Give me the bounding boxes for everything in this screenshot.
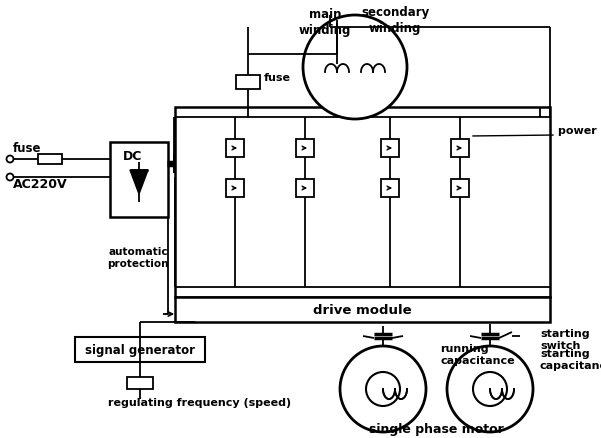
Bar [127, 377, 153, 389]
Bar [296, 140, 314, 158]
Circle shape [473, 372, 507, 406]
Bar [381, 140, 399, 158]
Text: main
winding: main winding [299, 7, 351, 36]
Text: fuse: fuse [264, 73, 291, 83]
Polygon shape [130, 171, 148, 194]
Bar [381, 180, 399, 198]
Text: starting
switch: starting switch [540, 328, 590, 350]
Bar [226, 180, 244, 198]
Text: AC220V: AC220V [13, 178, 68, 191]
Circle shape [7, 156, 13, 163]
Text: drive module: drive module [313, 303, 412, 316]
Text: fuse: fuse [13, 141, 41, 154]
Bar [110, 143, 168, 218]
Bar [296, 180, 314, 198]
Text: secondary
winding: secondary winding [361, 6, 429, 35]
Circle shape [303, 16, 407, 120]
Text: single phase motor: single phase motor [368, 423, 504, 435]
Circle shape [366, 372, 400, 406]
Bar [175, 297, 550, 322]
Text: signal generator: signal generator [85, 343, 195, 356]
Bar [38, 155, 62, 165]
Circle shape [7, 174, 13, 181]
Text: automatic
protection: automatic protection [107, 246, 169, 268]
Text: DC: DC [123, 150, 142, 163]
Text: power device: power device [558, 126, 601, 136]
Bar [175, 108, 550, 297]
Bar [451, 180, 469, 198]
Text: regulating frequency (speed): regulating frequency (speed) [108, 397, 291, 407]
Circle shape [340, 346, 426, 432]
Bar [226, 140, 244, 158]
Circle shape [447, 346, 533, 432]
Text: running
capacitance: running capacitance [440, 343, 514, 365]
Text: starting
capacitance: starting capacitance [540, 348, 601, 371]
Bar [75, 337, 205, 362]
Bar [236, 76, 260, 90]
Bar [451, 140, 469, 158]
